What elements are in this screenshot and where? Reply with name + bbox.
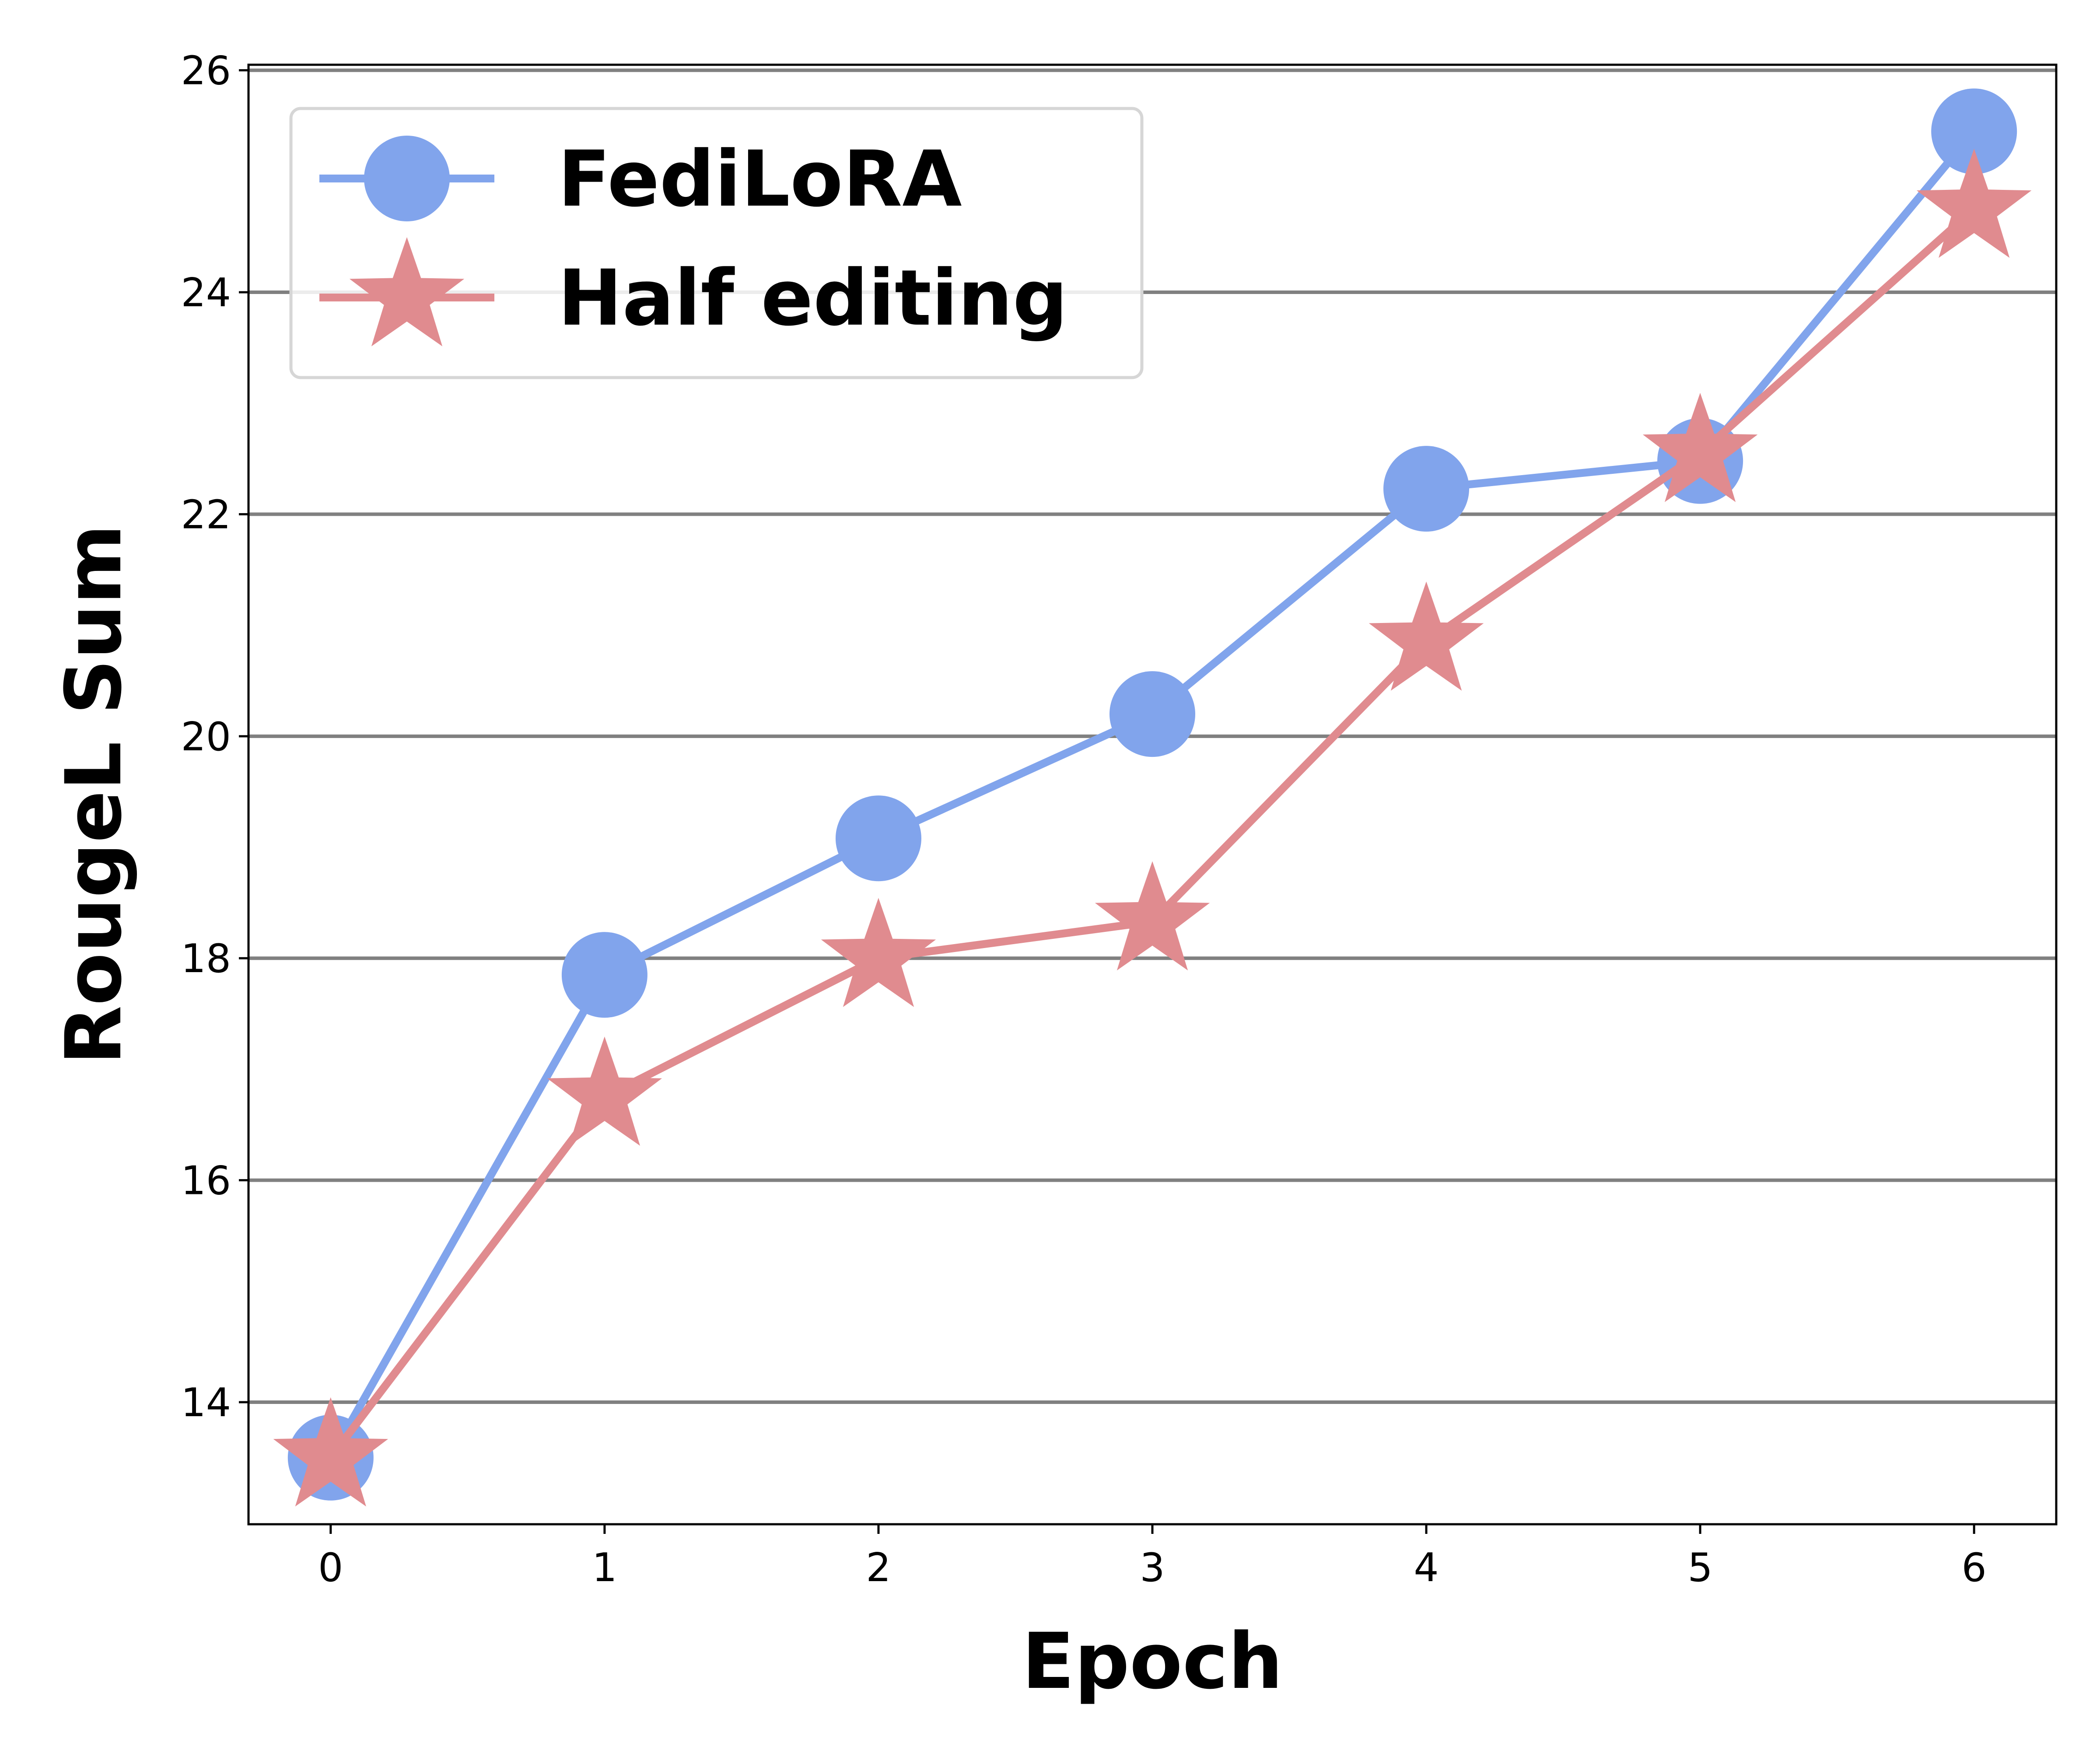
legend-marker-circle <box>364 136 450 221</box>
data-point-star-3 <box>1095 861 1210 971</box>
x-axis-title: Epoch <box>1022 1617 1283 1706</box>
legend-label-0: FediLoRA <box>558 134 962 224</box>
series-line-1 <box>326 205 1978 1462</box>
data-point-star-0 <box>273 1397 388 1507</box>
legend-box <box>289 107 1144 379</box>
data-point-star-6 <box>1916 148 2032 258</box>
y-tick-label-16: 16 <box>181 1158 231 1204</box>
y-tick-label-22: 22 <box>181 492 231 538</box>
y-axis-title: RougeL Sum <box>49 524 139 1065</box>
data-point-circle-1 <box>561 932 648 1018</box>
data-point-circle-2 <box>835 795 921 882</box>
data-point-circle-3 <box>1110 671 1195 757</box>
x-tick-label-2: 2 <box>866 1545 891 1591</box>
series-layer <box>273 88 2032 1507</box>
axis-ticks: 14 16 18 20 22 24 26 0 1 2 3 4 5 6 <box>181 48 1986 1591</box>
data-point-star-4 <box>1368 581 1484 691</box>
x-tick-label-5: 5 <box>1687 1545 1712 1591</box>
data-point-star-2 <box>821 898 936 1007</box>
x-tick-label-0: 0 <box>318 1545 343 1591</box>
legend: FediLoRA Half editing <box>289 107 1144 379</box>
legend-entry-0: FediLoRA <box>319 134 962 224</box>
data-point-circle-6 <box>1931 88 2017 175</box>
data-point-star-5 <box>1642 392 1758 502</box>
x-tick-label-1: 1 <box>592 1545 617 1591</box>
series-half-editing <box>273 148 2032 1507</box>
data-point-star-1 <box>547 1036 662 1146</box>
x-tick-label-3: 3 <box>1140 1545 1165 1591</box>
legend-marker-star <box>349 237 465 346</box>
legend-entries: FediLoRA Half editing <box>319 134 1068 346</box>
y-tick-label-14: 14 <box>181 1380 231 1426</box>
x-tick-label-6: 6 <box>1962 1545 1987 1591</box>
y-tick-label-18: 18 <box>181 936 231 982</box>
data-point-circle-4 <box>1383 446 1470 532</box>
legend-entry-1: Half editing <box>319 237 1068 346</box>
y-tick-label-26: 26 <box>181 48 231 94</box>
legend-label-1: Half editing <box>558 253 1068 343</box>
x-tick-label-4: 4 <box>1414 1545 1438 1591</box>
y-tick-label-20: 20 <box>181 714 231 760</box>
y-tick-label-24: 24 <box>181 270 231 316</box>
